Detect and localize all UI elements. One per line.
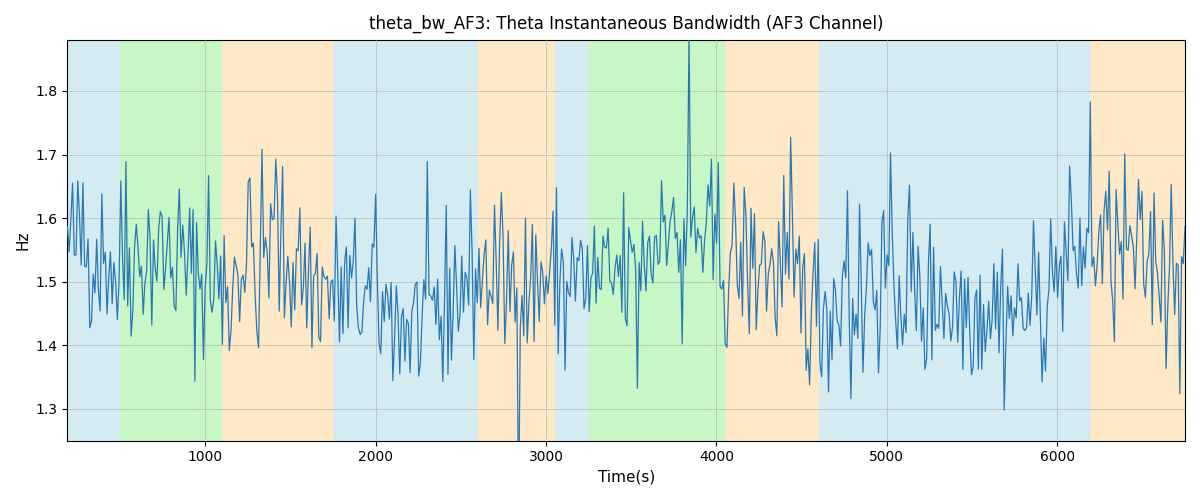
X-axis label: Time(s): Time(s) [598, 470, 655, 485]
Bar [478, 40, 554, 440]
Bar [725, 40, 818, 440]
Title: theta_bw_AF3: Theta Instantaneous Bandwidth (AF3 Channel): theta_bw_AF3: Theta Instantaneous Bandwi… [368, 15, 883, 34]
Bar [818, 40, 1091, 440]
Bar [222, 40, 334, 440]
Bar [1091, 40, 1184, 440]
Bar [589, 40, 725, 440]
Bar [120, 40, 222, 440]
Bar [67, 40, 120, 440]
Y-axis label: Hz: Hz [16, 230, 30, 250]
Bar [334, 40, 478, 440]
Bar [554, 40, 589, 440]
